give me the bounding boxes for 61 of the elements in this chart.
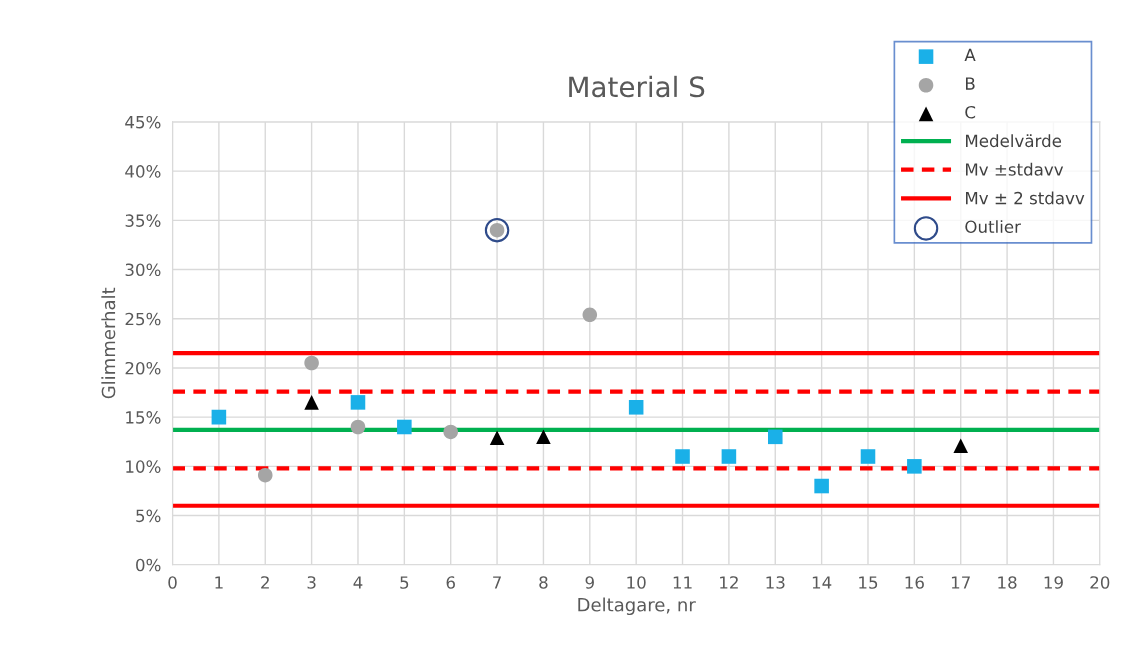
- y-tick-label: 45%: [125, 115, 161, 129]
- point: [443, 424, 458, 440]
- point: [907, 459, 922, 474]
- x-tick-label: 1: [215, 576, 223, 589]
- point: [582, 307, 598, 323]
- y-tick-label: 30%: [125, 263, 161, 277]
- point: [350, 419, 366, 435]
- y-tick-label: 20%: [125, 361, 161, 375]
- x-tick-label: 19: [1044, 576, 1063, 589]
- x-tick-label: 20: [1090, 576, 1110, 589]
- point: [257, 467, 273, 483]
- point: [767, 429, 783, 445]
- x-tick-label: 6: [446, 576, 455, 589]
- x-tick-label: 8: [539, 576, 548, 589]
- point: [350, 395, 366, 410]
- point: [814, 478, 829, 494]
- legend-label: B: [966, 77, 975, 90]
- legend-label: Mv ± 2 stdavv: [966, 191, 1085, 205]
- point: [536, 429, 551, 445]
- x-tick-label: 16: [905, 576, 924, 589]
- point: [484, 217, 510, 243]
- point: [304, 395, 319, 410]
- x-tick-label: 2: [261, 576, 269, 589]
- legend-label: C: [965, 105, 976, 119]
- point: [953, 438, 968, 453]
- point: [489, 430, 505, 446]
- y-tick-label: 0%: [136, 558, 161, 572]
- y-tick-label: 15%: [126, 411, 161, 424]
- y-tick-label: 40%: [125, 165, 161, 178]
- legend-label: Mv ±stdavv: [966, 162, 1064, 176]
- point: [721, 449, 737, 464]
- x-tick-label: 18: [998, 576, 1017, 589]
- x-tick-label: 12: [720, 576, 738, 589]
- y-tick-label: 10%: [126, 460, 161, 473]
- x-tick-label: 5: [400, 576, 409, 589]
- x-tick-label: 10: [627, 576, 646, 589]
- point: [304, 355, 319, 371]
- point: [397, 419, 412, 435]
- point: [860, 449, 876, 464]
- y-tick-label: 25%: [125, 312, 161, 326]
- legend-label: A: [964, 48, 976, 62]
- legend-label: Medelvärde: [966, 134, 1062, 148]
- x-tick-label: 9: [585, 576, 594, 589]
- y-axis-title: Glimmerhalt: [101, 287, 116, 399]
- x-tick-label: 4: [353, 576, 363, 589]
- point: [675, 449, 690, 464]
- y-tick-label: 5%: [136, 509, 161, 523]
- x-tick-label: 11: [673, 576, 692, 589]
- x-tick-label: 17: [951, 576, 970, 589]
- x-tick-label: 7: [493, 576, 501, 589]
- legend-label: Outlier: [965, 220, 1021, 234]
- point: [628, 400, 644, 415]
- y-tick-label: 35%: [125, 214, 161, 227]
- x-tick-label: 14: [812, 576, 832, 589]
- chart-title: Material S: [569, 75, 705, 98]
- x-tick-label: 13: [766, 576, 785, 589]
- point: [211, 409, 227, 425]
- x-tick-label: 3: [307, 576, 316, 589]
- x-tick-label: 15: [859, 576, 878, 589]
- x-tick-label: 0: [168, 576, 177, 589]
- x-axis-title: Deltagare, nr: [578, 597, 696, 616]
